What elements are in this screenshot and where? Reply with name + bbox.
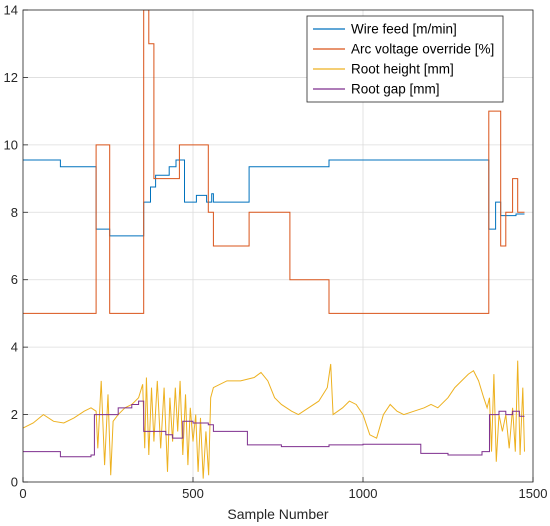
x-tick-label: 0 bbox=[19, 486, 26, 501]
y-tick-label: 0 bbox=[11, 475, 18, 490]
y-tick-label: 12 bbox=[4, 70, 18, 85]
legend-label-4: Root gap [mm] bbox=[351, 82, 440, 97]
y-tick-label: 2 bbox=[11, 407, 18, 422]
axes-box bbox=[22, 9, 534, 483]
x-tick-label: 1000 bbox=[349, 486, 378, 501]
y-tick-label: 6 bbox=[11, 272, 18, 287]
x-axis-label: Sample Number bbox=[227, 506, 328, 522]
y-tick-label: 10 bbox=[4, 137, 18, 152]
legend-label-1: Wire feed [m/min] bbox=[351, 22, 457, 37]
series-group bbox=[23, 10, 525, 479]
y-tick-label: 14 bbox=[4, 3, 18, 18]
legend-box bbox=[306, 15, 504, 103]
legend: Wire feed [m/min] Arc voltage override [%… bbox=[306, 15, 504, 103]
x-tick-label: 500 bbox=[182, 486, 204, 501]
legend-label-2: Arc voltage override [%] bbox=[351, 42, 494, 57]
series-line-1 bbox=[23, 159, 525, 237]
y-tick-label: 8 bbox=[11, 205, 18, 220]
x-tick-label: 1500 bbox=[519, 486, 548, 501]
legend-label-3: Root height [mm] bbox=[351, 62, 454, 77]
series-line-2 bbox=[23, 10, 525, 314]
ticks: 0 500 1000 1500 0 2 4 6 8 10 12 14 bbox=[4, 3, 548, 502]
series-line-4 bbox=[23, 400, 525, 458]
y-tick-label: 4 bbox=[11, 340, 18, 355]
